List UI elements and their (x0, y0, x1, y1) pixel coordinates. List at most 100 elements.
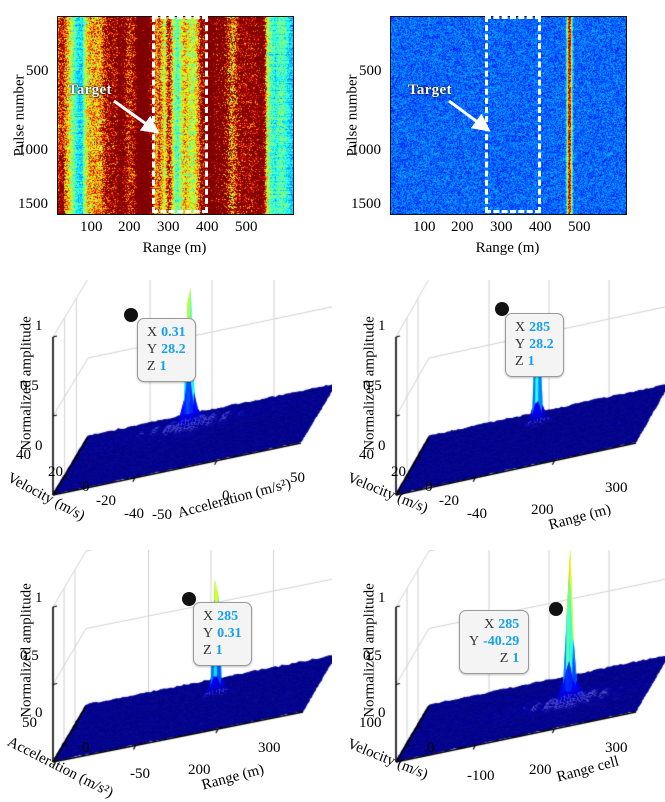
datatip-marker (495, 302, 509, 316)
ytick: 1000 (351, 142, 381, 158)
xtick: 400 (529, 219, 552, 235)
datatip-y-value: 28.2 (529, 337, 554, 352)
ztick: 1 (35, 318, 43, 334)
panel-top-right: Target 500 1000 1500 Pulse number 100 20… (333, 0, 665, 270)
datatip-x-label: X (203, 609, 214, 624)
ytick: -100 (467, 768, 495, 784)
datatip-y-value: 28.2 (161, 342, 186, 357)
ytick: -20 (439, 493, 459, 509)
datatip-x-value: 0.31 (161, 325, 186, 340)
ytick: 50 (22, 715, 37, 731)
ztick: 0 (35, 705, 43, 721)
xtick: 0 (222, 488, 230, 504)
datatip-marker (549, 602, 563, 616)
xtick: 500 (568, 219, 591, 235)
datatip-row-y: Y 28.2 (515, 336, 554, 353)
datatip-z-label: Z (515, 354, 524, 369)
xtick: 200 (451, 219, 474, 235)
ytick: 0 (82, 740, 90, 756)
ytick: 0 (82, 479, 90, 495)
target-arrow-icon (448, 99, 491, 132)
ytick: -20 (96, 493, 116, 509)
xtick: 100 (80, 219, 103, 235)
ztick: 0.5 (363, 378, 382, 394)
datatip-z-label: Z (203, 643, 212, 658)
spectrogram-top-right (390, 16, 627, 215)
ytick: -50 (130, 766, 150, 782)
xtick: -50 (152, 507, 172, 523)
datatip-row-x: X 0.31 (147, 324, 186, 341)
xtick: 300 (605, 740, 628, 756)
ytick: 1000 (18, 142, 48, 158)
xtick: 300 (605, 480, 628, 496)
datatip-z-value: 1 (527, 354, 535, 369)
ytick: 20 (48, 464, 63, 480)
ytick: 40 (16, 447, 31, 463)
ztick: 0.5 (20, 648, 39, 664)
target-arrow-icon (113, 99, 160, 134)
datatip-z-value: 1 (512, 651, 520, 666)
spectrogram-top-left (57, 16, 294, 215)
yaxis-label: Pulse number (344, 74, 361, 157)
xtick: 400 (196, 219, 219, 235)
datatip-z-value: 1 (215, 643, 223, 658)
ytick: 0 (427, 740, 435, 756)
zaxis-label: Normalized amplitude (18, 316, 35, 451)
target-annotation-label: Target (408, 82, 452, 98)
target-annotation-label: Target (68, 82, 112, 98)
datatip-y-value: 0.31 (217, 626, 242, 641)
datatip-z-label: Z (499, 651, 509, 666)
xtick: 300 (490, 219, 513, 235)
ytick: -40 (124, 506, 144, 522)
datatip-x-label: X (484, 617, 495, 632)
datatip-y-label: Y (203, 626, 214, 641)
xtick: 50 (290, 470, 305, 486)
xtick: 200 (531, 502, 554, 518)
ytick: 1500 (351, 196, 381, 212)
datatip-row-x: X 285 (469, 616, 519, 633)
datatip-x-value: 285 (498, 617, 520, 632)
panel-top-left: Target 500 1000 1500 Pulse number 100 20… (0, 0, 332, 270)
ytick: 100 (359, 715, 382, 731)
zaxis-label: Normalized amplitude (361, 316, 378, 451)
datatip-x-value: 285 (529, 320, 551, 335)
datatip-row-x: X 285 (515, 319, 554, 336)
xtick: 200 (188, 762, 211, 778)
datatip-row-y: Y 28.2 (147, 341, 186, 358)
xtick: 200 (118, 219, 141, 235)
ytick: 0 (425, 479, 433, 495)
ztick: 1 (35, 590, 43, 606)
datatip-x-value: 285 (217, 609, 239, 624)
yaxis-label: Pulse number (11, 74, 28, 157)
xtick: 300 (157, 219, 180, 235)
xtick: 500 (235, 219, 258, 235)
ztick: 0.5 (20, 378, 39, 394)
xaxis-label: Range (m) (475, 240, 540, 256)
ytick: 500 (359, 63, 382, 79)
ytick: 20 (391, 464, 406, 480)
ytick: -40 (467, 506, 487, 522)
xtick: 300 (258, 740, 281, 756)
datatip-y-value: -40.29 (483, 634, 520, 649)
datatip-y-label: Y (515, 337, 526, 352)
datatip-marker (182, 592, 196, 606)
datatip-z-label: Z (147, 359, 156, 374)
ztick: 0 (35, 438, 43, 454)
ztick: 1 (378, 318, 386, 334)
datatip-row-y: Y 0.31 (203, 625, 242, 642)
xtick: 100 (413, 219, 436, 235)
datatip-row-x: X 285 (203, 608, 242, 625)
datatip-row-y: Y -40.29 (469, 633, 519, 650)
datatip-y-label: Y (147, 342, 158, 357)
